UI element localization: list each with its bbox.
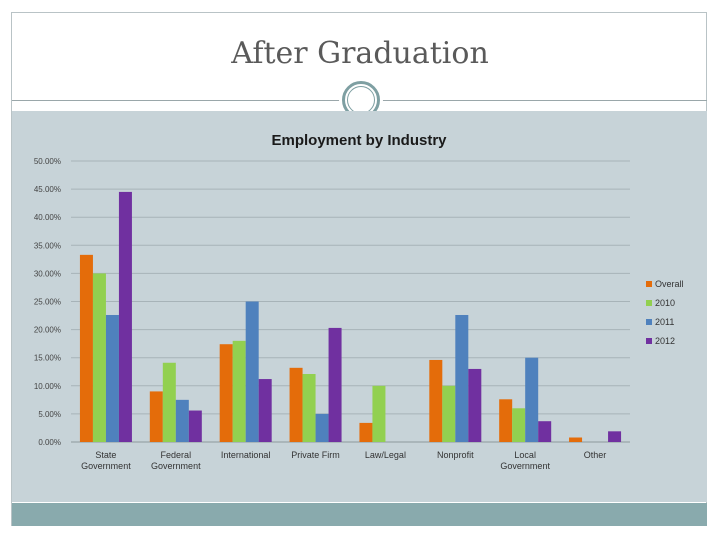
y-tick-label: 10.00% bbox=[34, 382, 61, 391]
bar bbox=[302, 373, 316, 442]
bar bbox=[455, 314, 469, 442]
y-tick-label: 35.00% bbox=[34, 241, 61, 250]
chart-bars bbox=[79, 191, 622, 442]
legend-label: Overall bbox=[655, 279, 684, 289]
bar bbox=[359, 422, 373, 442]
bar bbox=[219, 344, 233, 442]
bar bbox=[328, 327, 342, 442]
y-tick-label: 30.00% bbox=[34, 269, 61, 278]
x-tick-label: Private Firm bbox=[291, 450, 340, 460]
chart-legend: Overall 2010 2011 2012 bbox=[646, 279, 684, 346]
y-tick-label: 50.00% bbox=[34, 157, 61, 166]
x-tick-label: Government bbox=[500, 461, 550, 471]
bar bbox=[105, 314, 119, 442]
bar bbox=[315, 413, 329, 442]
legend-swatch bbox=[646, 338, 652, 344]
bar bbox=[188, 410, 202, 442]
y-tick-label: 20.00% bbox=[34, 326, 61, 335]
bar bbox=[608, 431, 622, 442]
x-tick-label: Federal bbox=[161, 450, 192, 460]
x-tick-label: State bbox=[95, 450, 116, 460]
x-axis-ticks: StateGovernmentFederalGovernmentInternat… bbox=[81, 450, 606, 471]
legend-swatch bbox=[646, 319, 652, 325]
bar bbox=[499, 399, 513, 442]
y-axis-ticks: 0.00% 5.00% 10.00% 15.00% 20.00% 25.00% 30.00%… bbox=[34, 157, 61, 447]
x-tick-label: Local bbox=[514, 450, 536, 460]
bar bbox=[245, 301, 259, 442]
bar bbox=[442, 385, 456, 442]
x-tick-label: Other bbox=[584, 450, 607, 460]
bar bbox=[92, 273, 106, 442]
bar bbox=[468, 368, 482, 442]
slide-title: After Graduation bbox=[231, 36, 489, 71]
bar bbox=[569, 437, 583, 442]
y-tick-label: 15.00% bbox=[34, 354, 61, 363]
bar bbox=[538, 421, 552, 442]
bar bbox=[149, 391, 163, 442]
y-tick-label: 45.00% bbox=[34, 185, 61, 194]
legend-label: 2011 bbox=[655, 317, 674, 327]
bar bbox=[258, 379, 272, 442]
bar bbox=[162, 362, 176, 442]
y-tick-label: 25.00% bbox=[34, 298, 61, 307]
bar bbox=[118, 191, 132, 442]
x-tick-label: Government bbox=[81, 461, 131, 471]
legend-label: 2010 bbox=[655, 298, 675, 308]
bar bbox=[289, 367, 303, 442]
x-tick-label: Government bbox=[151, 461, 201, 471]
x-tick-label: International bbox=[221, 450, 271, 460]
chart-title: Employment by Industry bbox=[271, 132, 447, 149]
bar bbox=[525, 357, 539, 442]
bar bbox=[175, 399, 189, 442]
bar bbox=[512, 408, 526, 442]
y-tick-label: 5.00% bbox=[38, 410, 61, 419]
footer-bar bbox=[12, 503, 707, 526]
y-tick-label: 0.00% bbox=[38, 438, 61, 447]
y-tick-label: 40.00% bbox=[34, 213, 61, 222]
x-tick-label: Law/Legal bbox=[365, 450, 406, 460]
legend-swatch bbox=[646, 281, 652, 287]
bar bbox=[79, 254, 93, 442]
x-tick-label: Nonprofit bbox=[437, 450, 474, 460]
bar bbox=[372, 385, 386, 442]
legend-label: 2012 bbox=[655, 336, 675, 346]
legend-swatch bbox=[646, 300, 652, 306]
bar bbox=[232, 340, 246, 442]
bar bbox=[429, 359, 443, 442]
